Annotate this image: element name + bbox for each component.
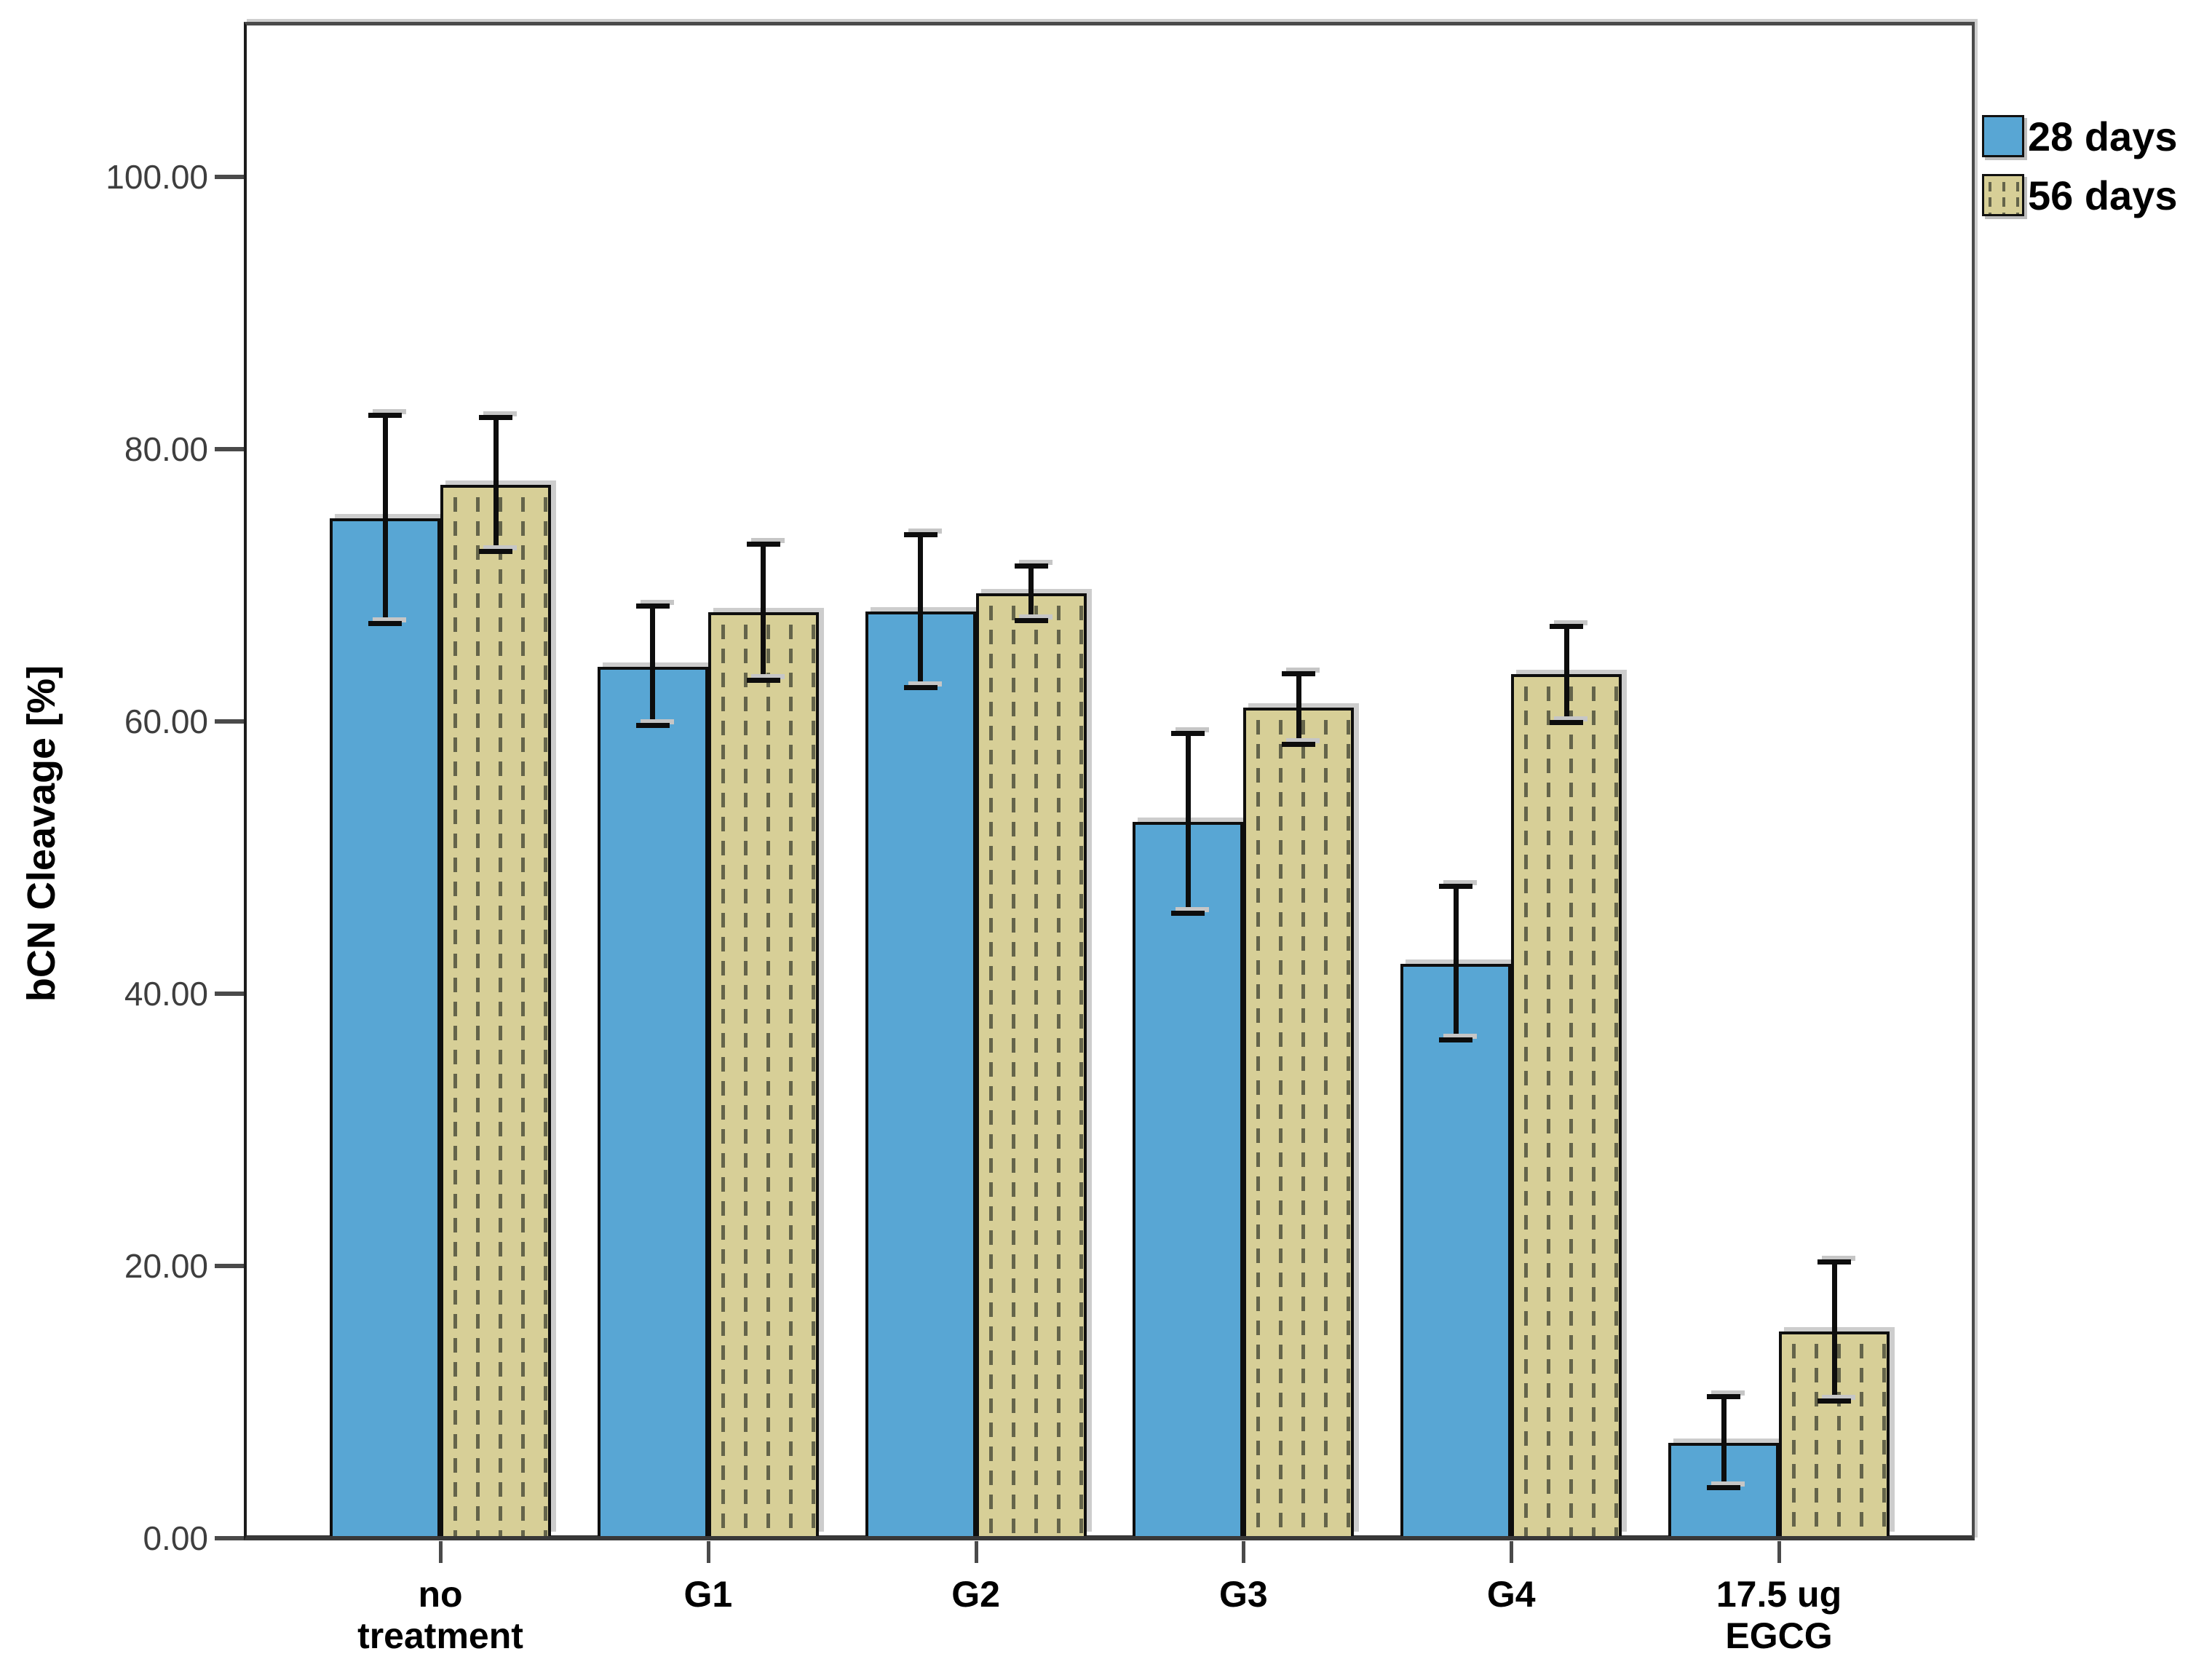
- error-bar-line: [493, 417, 499, 552]
- error-bar-line: [1721, 1396, 1727, 1488]
- legend-swatch-56-days: [1982, 174, 2024, 216]
- error-bar-line: [1028, 566, 1034, 621]
- error-bar-line: [1831, 1262, 1837, 1401]
- x-tick: [706, 1541, 710, 1563]
- error-bar-line: [650, 606, 656, 726]
- y-tick: [215, 719, 244, 724]
- bar-28-days: [1400, 963, 1512, 1536]
- bar-56-days: [1511, 673, 1622, 1536]
- y-tick-label: 60.00: [124, 703, 208, 740]
- error-bar-cap-bottom: [1439, 1037, 1473, 1043]
- bar-56-days: [1243, 708, 1355, 1536]
- bar-28-days: [597, 667, 708, 1536]
- error-bar-cap-bottom: [1014, 618, 1048, 624]
- error-bar-cap-bottom: [1550, 720, 1584, 726]
- legend: 28 days 56 days: [1982, 113, 2178, 233]
- y-tick: [215, 1264, 244, 1268]
- y-tick-label: 0.00: [143, 1519, 208, 1557]
- error-bar-cap-bottom: [1707, 1485, 1740, 1491]
- y-tick: [215, 992, 244, 996]
- bar-56-days: [975, 593, 1087, 1536]
- bar-56-days: [440, 484, 551, 1536]
- x-category-label: G1: [683, 1574, 733, 1615]
- x-tick: [974, 1541, 978, 1563]
- x-category-label: G4: [1486, 1574, 1536, 1615]
- error-bar-cap-top: [1707, 1394, 1740, 1400]
- y-tick-label: 100.00: [106, 158, 208, 196]
- y-tick: [215, 175, 244, 179]
- legend-item: 56 days: [1982, 172, 2178, 218]
- x-tick: [1242, 1541, 1246, 1563]
- x-category-label: G2: [951, 1574, 1000, 1615]
- legend-label-28-days: 28 days: [2028, 113, 2178, 159]
- error-bar-cap-bottom: [746, 678, 780, 684]
- y-tick: [215, 1536, 244, 1540]
- x-tick: [1510, 1541, 1514, 1563]
- error-bar-cap-bottom: [903, 684, 937, 690]
- error-bar-cap-top: [1817, 1259, 1851, 1265]
- error-bar-cap-bottom: [1171, 911, 1205, 917]
- y-tick-label: 80.00: [124, 430, 208, 468]
- x-category-label: 17.5 ug EGCG: [1716, 1574, 1842, 1656]
- x-category-label: G3: [1219, 1574, 1268, 1615]
- error-bar-cap-bottom: [479, 548, 512, 554]
- legend-swatch-28-days: [1982, 115, 2024, 157]
- y-tick: [215, 447, 244, 451]
- error-bar-cap-top: [1282, 671, 1316, 677]
- error-bar-line: [382, 415, 388, 624]
- error-bar-cap-bottom: [368, 620, 402, 626]
- bar-56-days: [707, 612, 819, 1536]
- y-tick-label: 40.00: [124, 975, 208, 1013]
- error-bar-line: [1185, 733, 1191, 914]
- legend-item: 28 days: [1982, 113, 2178, 159]
- error-bar-cap-bottom: [635, 723, 670, 729]
- error-bar-cap-top: [1171, 731, 1205, 737]
- error-bar-cap-top: [746, 542, 780, 547]
- error-bar-cap-top: [368, 412, 402, 418]
- error-bar-line: [918, 534, 924, 688]
- bar-28-days: [330, 518, 440, 1536]
- bar-28-days: [865, 611, 976, 1536]
- y-tick-label: 20.00: [124, 1247, 208, 1285]
- error-bar-cap-top: [903, 532, 937, 538]
- bar-28-days: [1133, 822, 1244, 1536]
- error-bar-line: [1296, 673, 1301, 745]
- error-bar-line: [1563, 626, 1569, 723]
- error-bar-cap-bottom: [1282, 742, 1316, 748]
- x-tick: [1777, 1541, 1781, 1563]
- legend-label-56-days: 56 days: [2028, 172, 2178, 218]
- error-bar-cap-top: [1439, 883, 1473, 889]
- x-category-label: no treatment: [357, 1574, 523, 1656]
- x-tick: [439, 1541, 443, 1563]
- error-bar-line: [761, 544, 766, 681]
- error-bar-cap-top: [479, 415, 512, 421]
- error-bar-cap-top: [1550, 623, 1584, 629]
- error-bar-cap-top: [635, 603, 670, 609]
- error-bar-cap-top: [1014, 563, 1048, 569]
- error-bar-cap-bottom: [1817, 1398, 1851, 1404]
- error-bar-line: [1453, 886, 1459, 1040]
